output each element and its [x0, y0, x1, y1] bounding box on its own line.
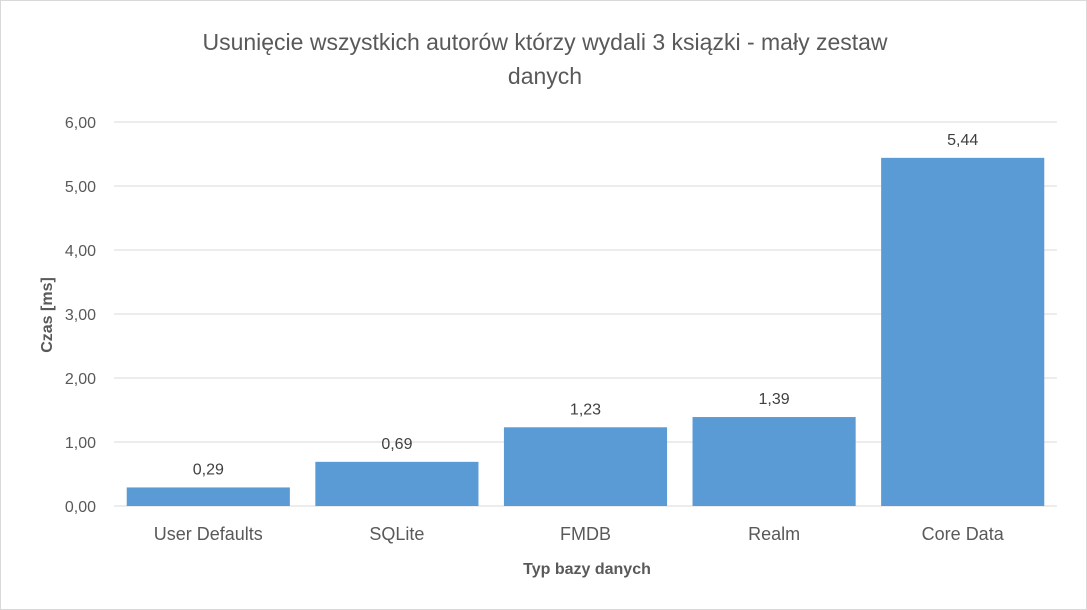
y-tick-label: 0,00: [65, 499, 96, 516]
data-label: 0,69: [381, 436, 412, 453]
x-category-label: User Defaults: [154, 524, 263, 544]
x-axis-categories: User Defaults SQLite FMDB Realm Core Data: [154, 524, 1005, 544]
data-label: 1,23: [570, 401, 601, 418]
data-labels: 0,29 0,69 1,23 1,39 5,44: [193, 132, 979, 479]
x-category-label: Core Data: [922, 524, 1005, 544]
x-category-label: FMDB: [560, 524, 611, 544]
x-category-label: Realm: [748, 524, 800, 544]
data-label: 0,29: [193, 461, 224, 478]
bars: [126, 157, 1045, 506]
chart-title-line-1: Usunięcie wszystkich autorów którzy wyda…: [202, 29, 887, 55]
y-tick-label: 1,00: [65, 435, 96, 452]
y-tick-label: 3,00: [65, 307, 96, 324]
y-axis-title: Czas [ms]: [39, 277, 56, 353]
y-tick-label: 6,00: [65, 115, 96, 132]
y-tick-label: 5,00: [65, 179, 96, 196]
bar: [881, 157, 1045, 506]
chart-title-line-2: danych: [508, 63, 582, 89]
bar: [503, 427, 668, 506]
x-axis-title: Typ bazy danych: [523, 561, 651, 578]
x-category-label: SQLite: [369, 524, 424, 544]
y-tick-label: 2,00: [65, 371, 96, 388]
bar: [692, 417, 856, 506]
data-label: 1,39: [759, 391, 790, 408]
data-label: 5,44: [947, 132, 978, 149]
y-tick-label: 4,00: [65, 243, 96, 260]
y-axis-ticks: 0,00 1,00 2,00 3,00 4,00 5,00 6,00: [65, 115, 96, 516]
bar: [315, 461, 479, 506]
bar: [126, 487, 290, 506]
